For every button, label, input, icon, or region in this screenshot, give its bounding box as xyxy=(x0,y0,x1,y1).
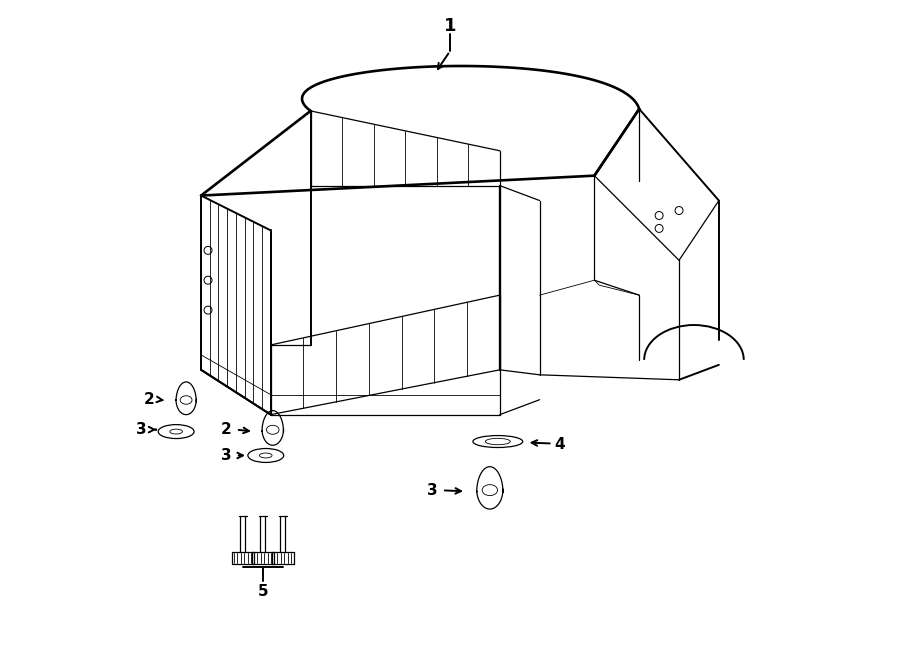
Text: 4: 4 xyxy=(554,437,565,452)
Text: 1: 1 xyxy=(444,17,456,35)
Text: 5: 5 xyxy=(257,584,268,600)
Text: 3: 3 xyxy=(136,422,147,437)
Text: 2: 2 xyxy=(144,392,155,407)
Text: 2: 2 xyxy=(220,422,231,437)
Text: 3: 3 xyxy=(427,483,437,498)
Text: 3: 3 xyxy=(220,448,231,463)
